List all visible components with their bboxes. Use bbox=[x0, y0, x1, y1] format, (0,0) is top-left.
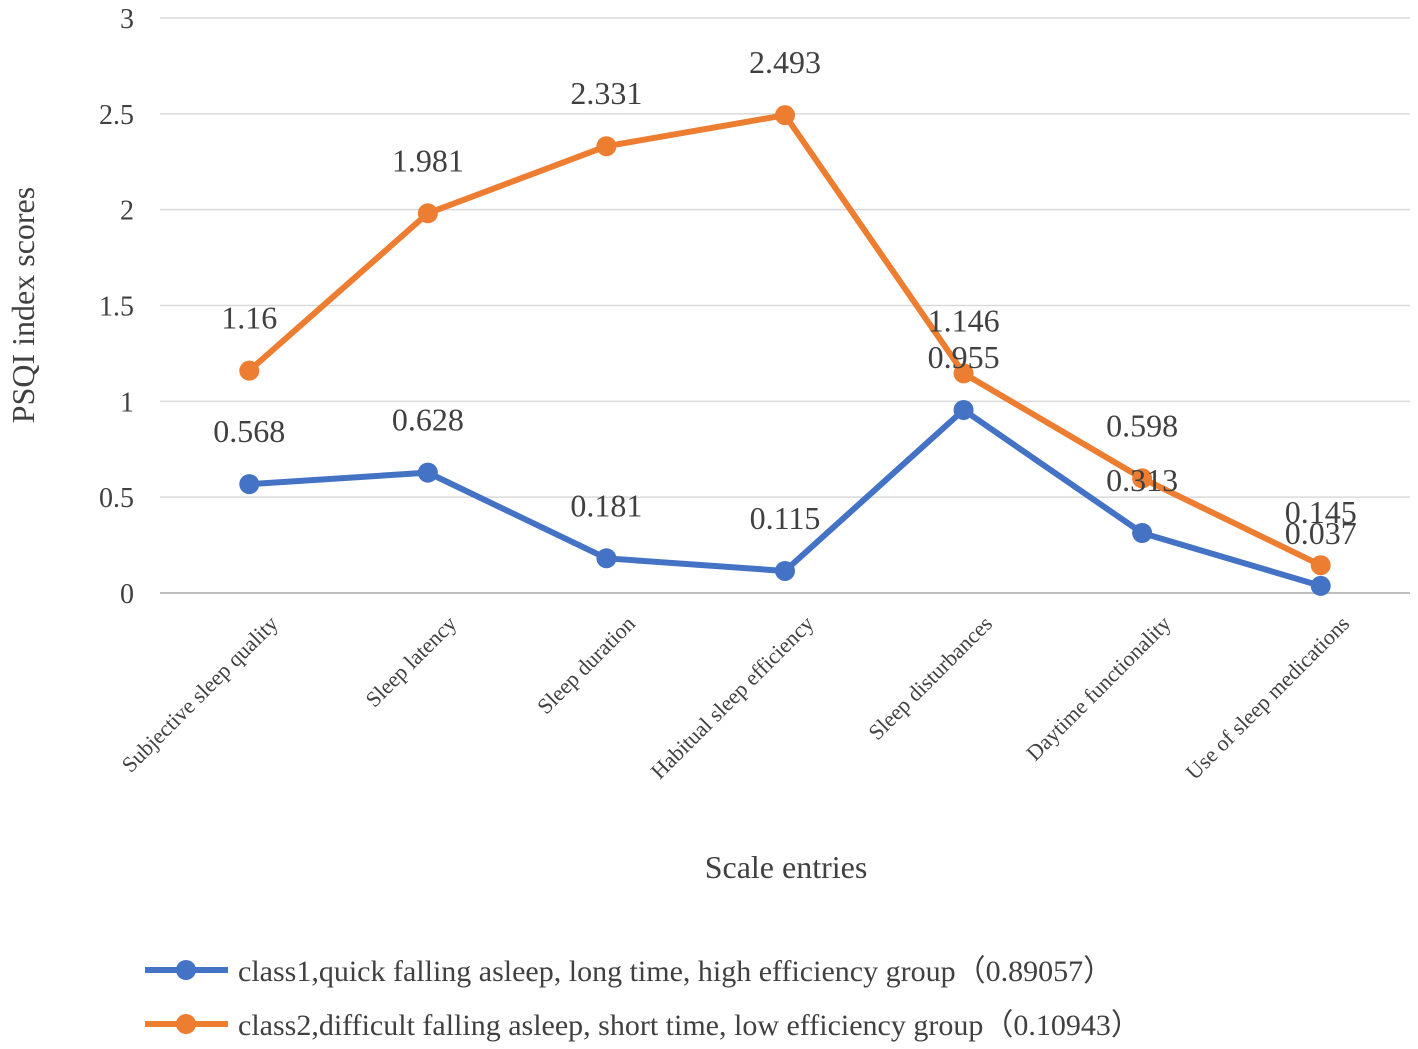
data-label-series-2: 2.493 bbox=[749, 44, 821, 80]
y-tick-label: 3 bbox=[120, 4, 134, 35]
legend: class1,quick falling asleep, long time, … bbox=[145, 955, 1141, 1042]
legend-label-1: class1,quick falling asleep, long time, … bbox=[238, 955, 1113, 988]
data-label-series-2: 2.331 bbox=[570, 75, 642, 111]
data-label-series-2: 0.598 bbox=[1106, 407, 1178, 443]
data-label-series-1: 0.628 bbox=[392, 402, 464, 438]
data-point-series-1 bbox=[1310, 575, 1331, 596]
data-label-series-1: 0.313 bbox=[1106, 462, 1178, 498]
y-tick-label: 0.5 bbox=[99, 483, 134, 514]
legend-label-2: class2,difficult falling asleep, short t… bbox=[238, 1009, 1141, 1042]
series-points bbox=[239, 105, 1331, 596]
x-tick-label: Sleep duration bbox=[532, 611, 640, 719]
legend-marker-2 bbox=[176, 1014, 196, 1034]
data-point-series-2 bbox=[953, 363, 974, 384]
y-tick-label: 1 bbox=[120, 387, 134, 418]
data-label-series-2: 1.981 bbox=[392, 142, 464, 178]
y-tick-label: 2.5 bbox=[99, 100, 134, 131]
x-tick-label: Sleep disturbances bbox=[863, 611, 997, 745]
y-tick-label: 2 bbox=[120, 196, 134, 227]
data-point-series-1 bbox=[417, 462, 438, 483]
data-point-series-1 bbox=[239, 474, 260, 495]
x-axis-categories: Subjective sleep quality Sleep latency Sle… bbox=[117, 611, 1355, 785]
x-tick-label: Habitual sleep efficiency bbox=[646, 611, 819, 784]
x-tick-label: Subjective sleep quality bbox=[117, 611, 283, 777]
data-point-series-2 bbox=[596, 136, 617, 157]
data-label-series-1: 0.181 bbox=[570, 487, 642, 523]
data-label-series-2: 1.146 bbox=[928, 302, 1000, 338]
data-point-series-1 bbox=[953, 399, 974, 420]
x-tick-label: Use of sleep medications bbox=[1181, 611, 1355, 785]
data-point-series-2 bbox=[1132, 468, 1153, 489]
data-point-series-1 bbox=[596, 548, 617, 569]
data-label-series-1: 0.037 bbox=[1285, 515, 1357, 551]
data-label-series-1: 0.568 bbox=[213, 413, 285, 449]
legend-marker-1 bbox=[176, 960, 196, 980]
y-tick-label: 0 bbox=[120, 579, 134, 610]
data-labels: 0.568 0.628 0.181 0.115 0.955 0.313 0.037 1.16 1… bbox=[213, 44, 1356, 551]
x-axis-title: Scale entries bbox=[705, 849, 868, 885]
data-point-series-2 bbox=[239, 360, 260, 381]
x-tick-label: Daytime functionality bbox=[1021, 611, 1176, 766]
data-point-series-1 bbox=[775, 560, 795, 581]
y-axis-title: PSQI index scores bbox=[5, 187, 41, 423]
data-point-series-2 bbox=[1310, 555, 1331, 576]
data-label-series-2: 1.16 bbox=[221, 300, 277, 336]
data-label-series-1: 0.955 bbox=[928, 339, 1000, 375]
y-axis-ticks: 0 0.5 1 1.5 2 2.5 3 bbox=[99, 4, 134, 610]
data-point-series-1 bbox=[1132, 523, 1153, 544]
data-label-series-2: 0.145 bbox=[1285, 494, 1357, 530]
x-tick-label: Sleep latency bbox=[360, 611, 461, 712]
data-point-series-2 bbox=[417, 203, 438, 224]
data-label-series-1: 0.115 bbox=[750, 500, 821, 536]
y-tick-label: 1.5 bbox=[99, 292, 134, 323]
data-point-series-2 bbox=[775, 105, 795, 126]
